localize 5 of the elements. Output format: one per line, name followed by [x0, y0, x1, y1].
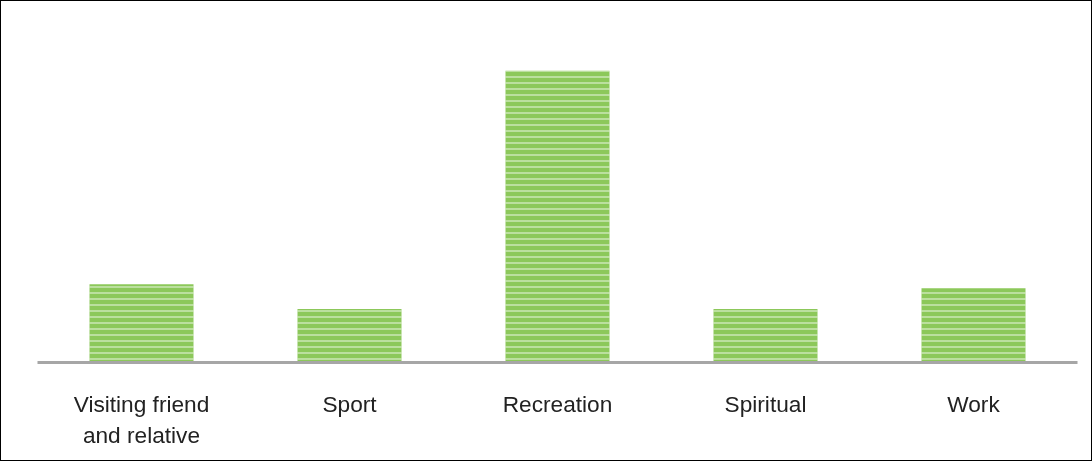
x-tick-label: Sport — [322, 390, 378, 417]
x-tick-label: Work — [947, 390, 1001, 417]
x-tick-label: Spiritual — [724, 390, 807, 417]
x-tick-label: Visiting friend and relative — [73, 390, 210, 448]
x-tick-label: Recreation — [502, 390, 613, 417]
